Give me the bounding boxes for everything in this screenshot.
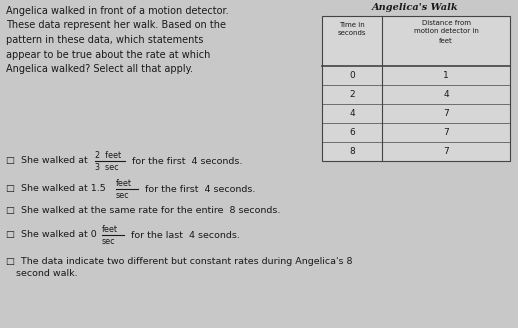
Text: second walk.: second walk.: [16, 270, 78, 278]
Text: 2: 2: [349, 90, 355, 99]
Text: 7: 7: [443, 147, 449, 156]
Text: for the last  4 seconds.: for the last 4 seconds.: [128, 231, 240, 239]
Text: for the first  4 seconds.: for the first 4 seconds.: [142, 184, 255, 194]
Text: □  She walked at 0: □ She walked at 0: [6, 231, 97, 239]
Text: 3  sec: 3 sec: [95, 163, 119, 173]
Text: 8: 8: [349, 147, 355, 156]
Text: appear to be true about the rate at which: appear to be true about the rate at whic…: [6, 50, 210, 59]
Text: Angelica walked in front of a motion detector.: Angelica walked in front of a motion det…: [6, 6, 228, 16]
Text: 4: 4: [443, 90, 449, 99]
Text: 1: 1: [443, 71, 449, 80]
Text: □  She walked at 1.5: □ She walked at 1.5: [6, 184, 106, 194]
Text: Distance from: Distance from: [422, 20, 470, 26]
Bar: [322, 16, 510, 161]
Text: These data represent her walk. Based on the: These data represent her walk. Based on …: [6, 20, 226, 31]
Text: □  She walked at: □ She walked at: [6, 156, 91, 166]
Text: feet: feet: [102, 226, 118, 235]
Text: 6: 6: [349, 128, 355, 137]
Text: seconds: seconds: [338, 30, 366, 36]
Text: for the first  4 seconds.: for the first 4 seconds.: [129, 156, 242, 166]
Text: Angelica walked? Select all that apply.: Angelica walked? Select all that apply.: [6, 64, 193, 74]
Text: □  She walked at the same rate for the entire  8 seconds.: □ She walked at the same rate for the en…: [6, 207, 280, 215]
Text: feet: feet: [439, 38, 453, 44]
Text: □  The data indicate two different but constant rates during Angelica's 8: □ The data indicate two different but co…: [6, 256, 353, 265]
Text: 7: 7: [443, 109, 449, 118]
Text: sec: sec: [102, 237, 116, 247]
Text: Time in: Time in: [339, 22, 365, 28]
Text: motion detector in: motion detector in: [413, 28, 479, 34]
Text: feet: feet: [116, 179, 132, 189]
Text: 2  feet: 2 feet: [95, 152, 121, 160]
Text: 4: 4: [349, 109, 355, 118]
Text: 7: 7: [443, 128, 449, 137]
Text: 0: 0: [349, 71, 355, 80]
Text: Angelica's Walk: Angelica's Walk: [372, 3, 458, 12]
Text: sec: sec: [116, 192, 130, 200]
Text: pattern in these data, which statements: pattern in these data, which statements: [6, 35, 204, 45]
